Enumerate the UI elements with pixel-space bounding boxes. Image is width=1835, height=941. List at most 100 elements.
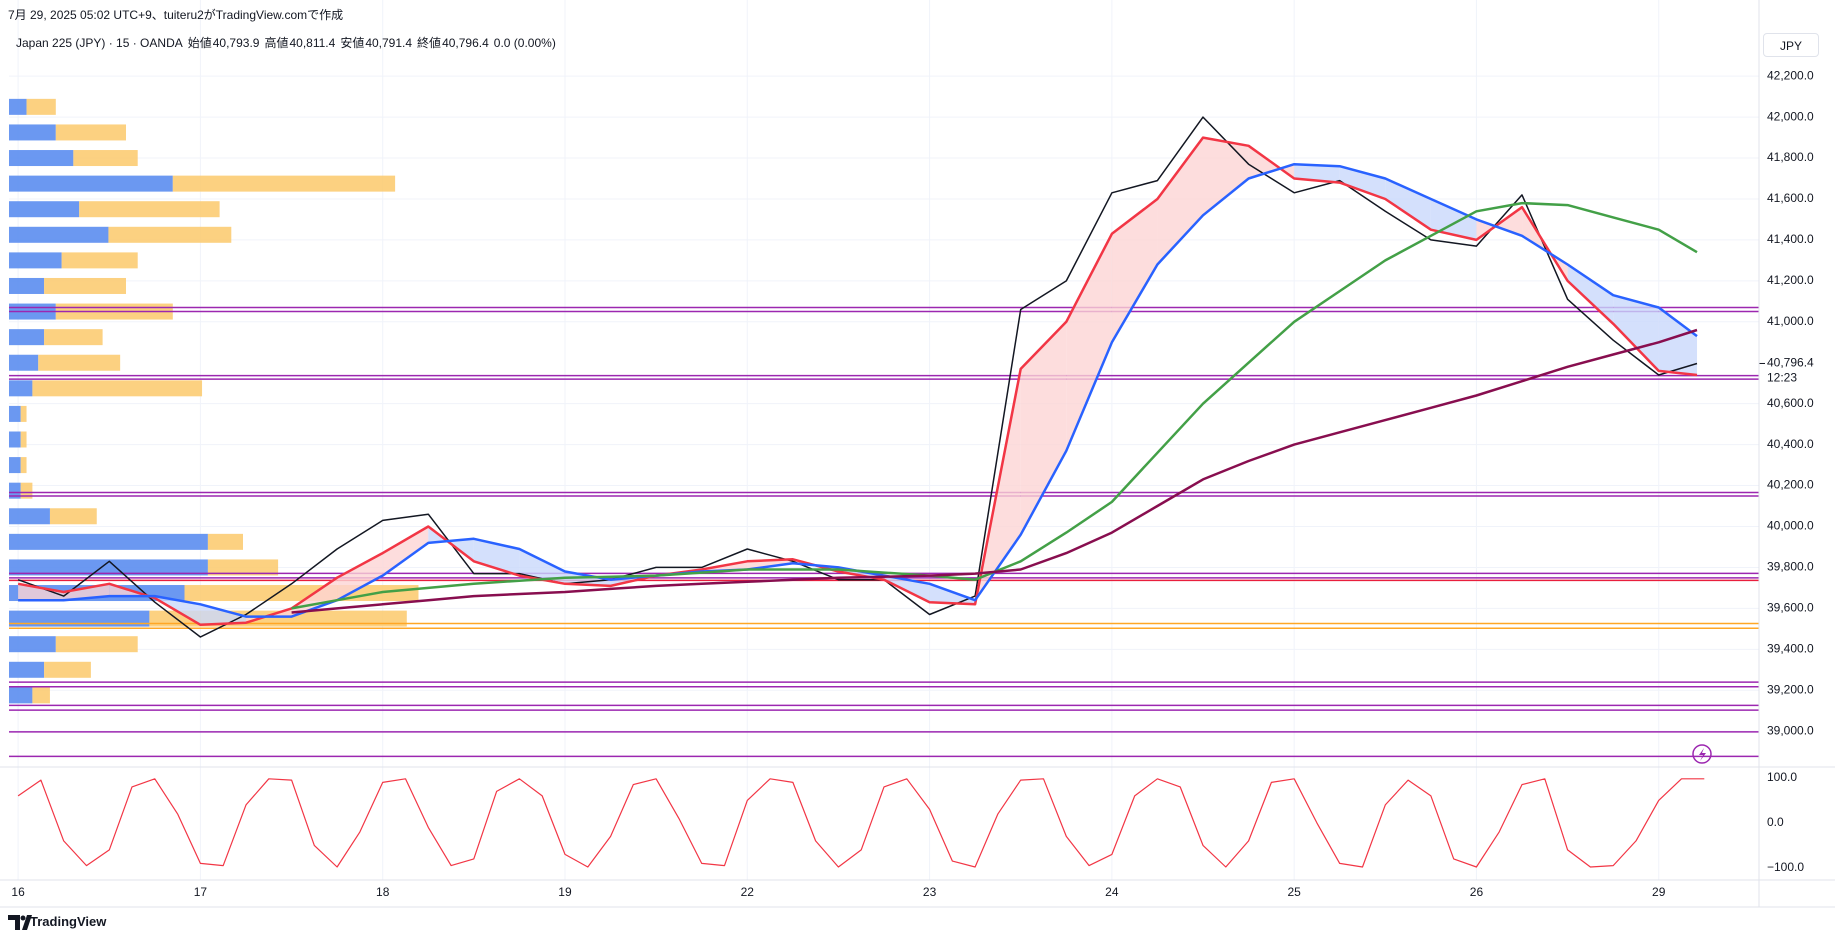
series-line (291, 328, 1698, 614)
y-tick-label: 41,400.0 (1767, 232, 1814, 246)
last-price-label: 40,796.4 (1767, 356, 1814, 370)
ohlc-value: 40,811.4 (289, 36, 336, 50)
cloud-fill (382, 526, 429, 576)
profile-buy (9, 380, 33, 397)
logo-dot (20, 915, 26, 921)
x-tick-label: 19 (558, 885, 572, 899)
ohlc-label: 高値 (264, 36, 289, 50)
profile-buy (9, 559, 208, 576)
profile-buy (9, 687, 33, 704)
profile-sell (207, 533, 243, 550)
symbol-legend: Japan 225 (JPY) · 15 · OANDA 始値40,793.9 高値… (16, 34, 561, 51)
series-line (17, 136, 1698, 627)
x-tick-label: 17 (194, 885, 208, 899)
ohlc-label: 始値 (187, 36, 212, 50)
y-tick-label: 41,600.0 (1767, 191, 1814, 205)
profile-buy (9, 175, 173, 192)
series-line (17, 116, 1698, 638)
y-tick-label: 39,800.0 (1767, 560, 1814, 574)
profile-sell (20, 431, 27, 448)
cloud-fill (1658, 307, 1698, 376)
ohlc-label: 終値 (417, 36, 442, 50)
y-tick-label: 39,000.0 (1767, 723, 1814, 737)
y-tick-label: 40,400.0 (1767, 437, 1814, 451)
profile-sell (32, 687, 50, 704)
y-tick-label: 41,200.0 (1767, 273, 1814, 287)
profile-buy (9, 661, 45, 678)
brand: TradingView (30, 914, 107, 929)
profile-buy (9, 431, 21, 448)
profile-buy (9, 124, 56, 141)
x-tick-label: 29 (1652, 885, 1666, 899)
osc-tick-label: 100.0 (1767, 770, 1797, 784)
profile-sell (44, 329, 103, 346)
profile-sell (38, 354, 121, 371)
x-tick-label: 26 (1470, 885, 1484, 899)
cloud-fill (1020, 321, 1067, 535)
profile-buy (9, 508, 50, 525)
profile-buy (9, 405, 21, 422)
profile-buy (9, 457, 21, 474)
lines (17, 116, 1705, 868)
cloud-fill (1203, 137, 1249, 216)
profile-sell (20, 405, 27, 422)
x-tick-label: 18 (376, 885, 390, 899)
currency-button[interactable]: JPY (1763, 33, 1819, 57)
profile-buy (9, 150, 74, 167)
ohlc-value: 40,791.4 (365, 36, 413, 50)
profile-sell (79, 201, 220, 218)
series-line (17, 778, 1705, 868)
cloud-fill (1567, 264, 1614, 324)
caption: 7月 29, 2025 05:02 UTC+9、tuiteru2がTrading… (8, 8, 344, 22)
symbol: Japan 225 (JPY) · 15 · OANDA (16, 36, 183, 50)
y-tick-label: 39,400.0 (1767, 641, 1814, 655)
profile-sell (44, 661, 91, 678)
profile-buy (9, 636, 56, 653)
y-tick-label: 42,200.0 (1767, 68, 1814, 82)
x-tick-label: 24 (1105, 885, 1119, 899)
profile-sell (26, 98, 56, 115)
cloud-fill (337, 553, 383, 601)
cloud-fill (1157, 137, 1204, 265)
profile-sell (32, 380, 203, 397)
cloud-fill (1385, 178, 1431, 230)
axes: 42,200.0 42,000.0 41,800.0 41,600.0 41,400.0… (11, 68, 1814, 899)
y-tick-label: 42,000.0 (1767, 109, 1814, 123)
cloud-fill (473, 538, 520, 576)
alert-bolt (1699, 748, 1706, 761)
cloud-fill (1294, 164, 1340, 183)
profile-buy (9, 201, 80, 218)
cloud-fill (1339, 166, 1386, 199)
profile-buy (9, 610, 150, 627)
cloud-fill (1613, 295, 1659, 371)
profile-buy (9, 329, 45, 346)
y-tick-label: 39,200.0 (1767, 682, 1814, 696)
cloud-fill (18, 583, 64, 601)
y-tick-label: 40,000.0 (1767, 519, 1814, 533)
y-tick-label: 40,600.0 (1767, 396, 1814, 410)
grid (9, 0, 1759, 880)
profile-sell (44, 277, 126, 294)
ohlc-value: 40,793.9 (212, 36, 260, 50)
profile-sell (61, 252, 138, 269)
osc-tick-label: 0.0 (1767, 815, 1784, 829)
alert-icon[interactable] (1692, 744, 1712, 764)
cloud-fill (519, 549, 565, 584)
profile-buy (9, 98, 27, 115)
profile-sell (20, 482, 33, 499)
profile-sell (108, 226, 232, 243)
x-tick-label: 23 (923, 885, 937, 899)
profile-sell (55, 124, 126, 141)
y-tick-label: 41,800.0 (1767, 150, 1814, 164)
profile-sell (172, 175, 396, 192)
cloud-fill (1111, 198, 1158, 343)
profile-sell (73, 150, 138, 167)
profile-buy (9, 354, 39, 371)
profile-buy (9, 277, 45, 294)
profile-buy (9, 252, 62, 269)
profile-buy (9, 533, 208, 550)
profile-sell (55, 636, 138, 653)
